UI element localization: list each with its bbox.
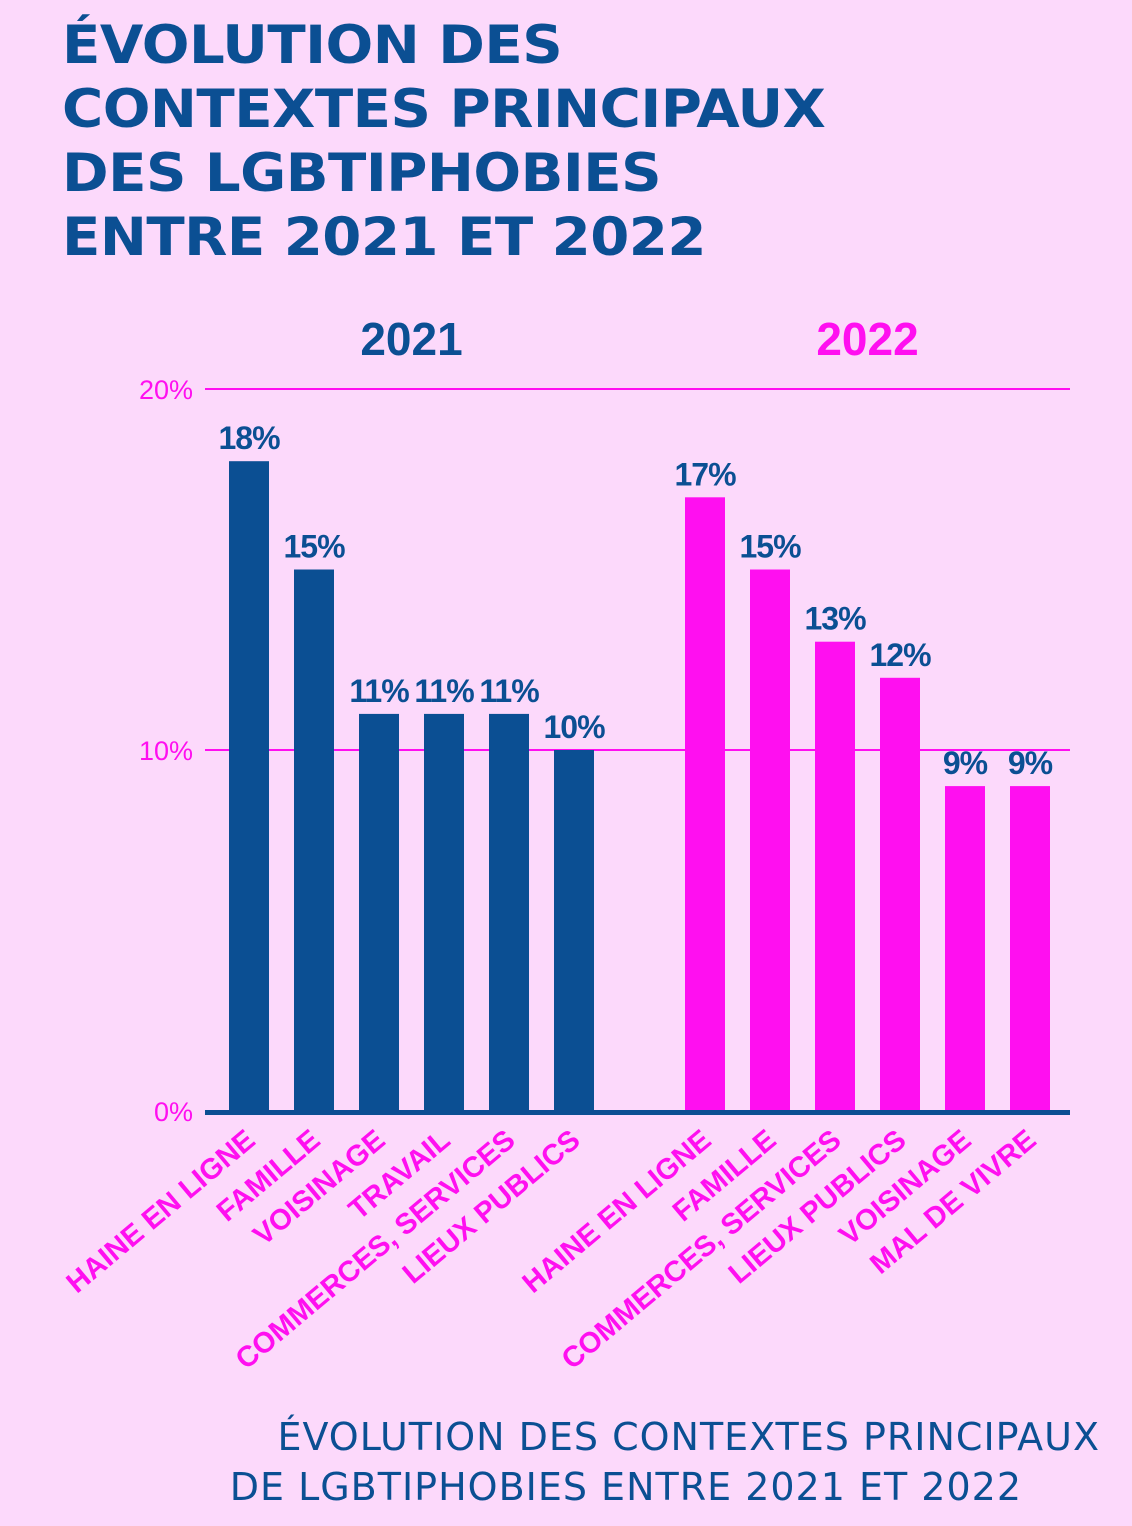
value-label: 11%	[414, 673, 474, 709]
main-title-line: DES LGBTIPHOBIES	[62, 143, 662, 204]
group-titles: 2021 2022	[360, 313, 918, 365]
bar	[880, 677, 920, 1111]
value-label: 11%	[349, 673, 409, 709]
value-labels: 18%15%11% 11% 11%10%17%15%13%12%9% 9%	[218, 420, 1053, 781]
value-label: 9%	[943, 745, 988, 781]
x-axis-line	[205, 1110, 1070, 1115]
main-title: ÉVOLUTION DES CONTEXTES PRINCIPAUX DES L…	[62, 14, 1132, 270]
bar	[750, 569, 790, 1111]
value-label: 9%	[1008, 745, 1053, 781]
bar	[229, 461, 269, 1111]
y-tick-label: 10%	[139, 736, 193, 766]
value-label: 15%	[283, 529, 345, 565]
gridlines	[205, 388, 1070, 751]
value-label: 12%	[869, 637, 931, 673]
bars	[229, 461, 1050, 1111]
bar	[945, 786, 985, 1111]
chart-caption: ÉVOLUTION DES CONTEXTES PRINCIPAUX DE LG…	[0, 1412, 1100, 1512]
y-tick-label: 20%	[139, 375, 193, 405]
category-labels: HAINE EN LIGNEFAMILLEVOISINAGETRAVAILCOM…	[61, 1124, 1043, 1376]
bar	[815, 641, 855, 1111]
caption-line: DE LGBTIPHOBIES ENTRE 2021 ET 2022	[229, 1465, 1022, 1509]
bar	[554, 750, 594, 1111]
group-title-2021: 2021	[360, 313, 462, 365]
value-label: 17%	[674, 456, 736, 492]
bar	[1010, 786, 1050, 1111]
main-title-line: ÉVOLUTION DES	[62, 15, 563, 76]
y-tick-label: 0%	[154, 1097, 193, 1127]
bar	[294, 569, 334, 1111]
main-title-line: CONTEXTES PRINCIPAUX	[62, 79, 826, 140]
bar	[685, 497, 725, 1111]
x-axis	[205, 1110, 1070, 1115]
value-label: 11%	[479, 673, 539, 709]
value-label: 10%	[543, 709, 605, 745]
group-title-2022: 2022	[816, 313, 918, 365]
caption-line: ÉVOLUTION DES CONTEXTES PRINCIPAUX	[277, 1415, 1100, 1459]
value-label: 15%	[739, 529, 801, 565]
value-label: 18%	[218, 420, 280, 456]
main-title-line: ENTRE 2021 ET 2022	[62, 207, 706, 268]
y-axis-ticks: 0% 10% 20%	[139, 375, 193, 1127]
bar	[489, 713, 529, 1111]
value-label: 13%	[804, 601, 866, 637]
bar	[424, 713, 464, 1111]
bar	[359, 713, 399, 1111]
